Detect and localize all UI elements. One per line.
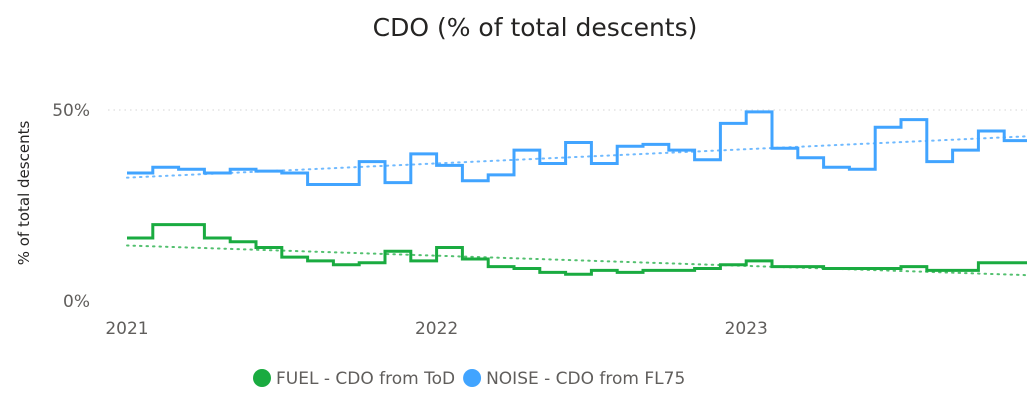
series-1-point[interactable]	[730, 120, 736, 126]
series-line-0	[127, 223, 1027, 276]
series-0-point[interactable]	[292, 254, 298, 260]
series-1-point[interactable]	[163, 164, 169, 170]
series-1-point[interactable]	[524, 147, 530, 153]
series-1-point[interactable]	[266, 168, 272, 174]
series-1-point[interactable]	[988, 128, 994, 134]
series-1-point[interactable]	[214, 170, 220, 176]
series-1-point[interactable]	[421, 151, 427, 157]
trend-line-0	[126, 244, 1027, 277]
legend-swatch	[253, 369, 271, 387]
series-0-point[interactable]	[550, 269, 556, 275]
series-0-point[interactable]	[730, 262, 736, 268]
series-0-point[interactable]	[163, 222, 169, 228]
series-0-point[interactable]	[679, 267, 685, 273]
series-0-point[interactable]	[859, 266, 865, 272]
series-1-point[interactable]	[189, 166, 195, 172]
series-1-point[interactable]	[653, 141, 659, 147]
series-0-point[interactable]	[498, 264, 504, 270]
x-tick-label: 2021	[105, 319, 148, 339]
legend-label: NOISE - CDO from FL75	[486, 369, 685, 389]
legend-swatch	[463, 369, 482, 387]
series-1-point[interactable]	[756, 109, 762, 115]
x-tick-label: 2022	[415, 319, 458, 339]
series-1-point[interactable]	[679, 147, 685, 153]
series-0-point[interactable]	[988, 260, 994, 266]
y-tick-label: 50%	[52, 101, 90, 121]
series-0-point[interactable]	[963, 267, 969, 273]
series-1-point[interactable]	[782, 145, 788, 151]
y-tick-label: 0%	[63, 292, 90, 312]
series-0-point[interactable]	[318, 258, 324, 264]
y-axis-ticks: 0% 50%	[52, 101, 90, 312]
series-1-point[interactable]	[137, 170, 143, 176]
series-0-point[interactable]	[214, 235, 220, 241]
series-line-1	[127, 110, 1027, 186]
series-1-point[interactable]	[498, 172, 504, 178]
series-1-point[interactable]	[601, 161, 607, 167]
series-0-point[interactable]	[576, 271, 582, 277]
series-1-point[interactable]	[808, 155, 814, 161]
y-axis-label: % of total descents	[15, 121, 33, 266]
series-1-point[interactable]	[318, 182, 324, 188]
series-1-point[interactable]	[343, 182, 349, 188]
plot-area	[126, 109, 1027, 277]
series-1-point[interactable]	[911, 117, 917, 123]
series-0-point[interactable]	[395, 248, 401, 254]
series-0-point[interactable]	[937, 267, 943, 273]
series-1-point[interactable]	[937, 159, 943, 165]
series-0-point[interactable]	[240, 239, 246, 245]
series-0-point[interactable]	[189, 222, 195, 228]
chart-title: CDO (% of total descents)	[373, 13, 698, 42]
series-0-point[interactable]	[756, 258, 762, 264]
series-0-point[interactable]	[911, 264, 917, 270]
series-0-point[interactable]	[524, 266, 530, 272]
series-0-point[interactable]	[421, 258, 427, 264]
series-0-point[interactable]	[447, 245, 453, 251]
series-1-point[interactable]	[627, 143, 633, 149]
series-1-point[interactable]	[550, 161, 556, 167]
series-0-point[interactable]	[601, 267, 607, 273]
series-1-point[interactable]	[395, 180, 401, 186]
series-1-point[interactable]	[705, 157, 711, 163]
series-0-point[interactable]	[653, 267, 659, 273]
series-0-point[interactable]	[343, 262, 349, 268]
series-0-point[interactable]	[472, 256, 478, 262]
series-0-point[interactable]	[1014, 260, 1020, 266]
series-0-point[interactable]	[782, 264, 788, 270]
series-0-point[interactable]	[137, 235, 143, 241]
legend-label: FUEL - CDO from ToD	[276, 369, 455, 389]
series-1-point[interactable]	[885, 124, 891, 130]
x-tick-label: 2023	[725, 319, 768, 339]
series-1-point[interactable]	[834, 164, 840, 170]
series-0-point[interactable]	[369, 260, 375, 266]
series-1-point[interactable]	[576, 140, 582, 146]
series-0-point[interactable]	[834, 266, 840, 272]
series-1-point[interactable]	[292, 170, 298, 176]
series-1-point[interactable]	[369, 159, 375, 165]
series-1-point[interactable]	[1014, 138, 1020, 144]
series-1-point[interactable]	[859, 166, 865, 172]
series-1-point[interactable]	[963, 147, 969, 153]
legend-item-1[interactable]: NOISE - CDO from FL75	[463, 369, 685, 389]
series-0-point[interactable]	[627, 269, 633, 275]
legend: FUEL - CDO from ToD NOISE - CDO from FL75	[253, 369, 685, 389]
series-0-point[interactable]	[266, 245, 272, 251]
legend-item-0[interactable]: FUEL - CDO from ToD	[253, 369, 455, 389]
series-1-point[interactable]	[472, 178, 478, 184]
series-0-point[interactable]	[885, 266, 891, 272]
series-0-point[interactable]	[705, 266, 711, 272]
x-axis-ticks: 2021 2022 2023	[105, 319, 767, 339]
series-1-point[interactable]	[447, 162, 453, 168]
series-0-point[interactable]	[808, 264, 814, 270]
series-1-point[interactable]	[240, 166, 246, 172]
